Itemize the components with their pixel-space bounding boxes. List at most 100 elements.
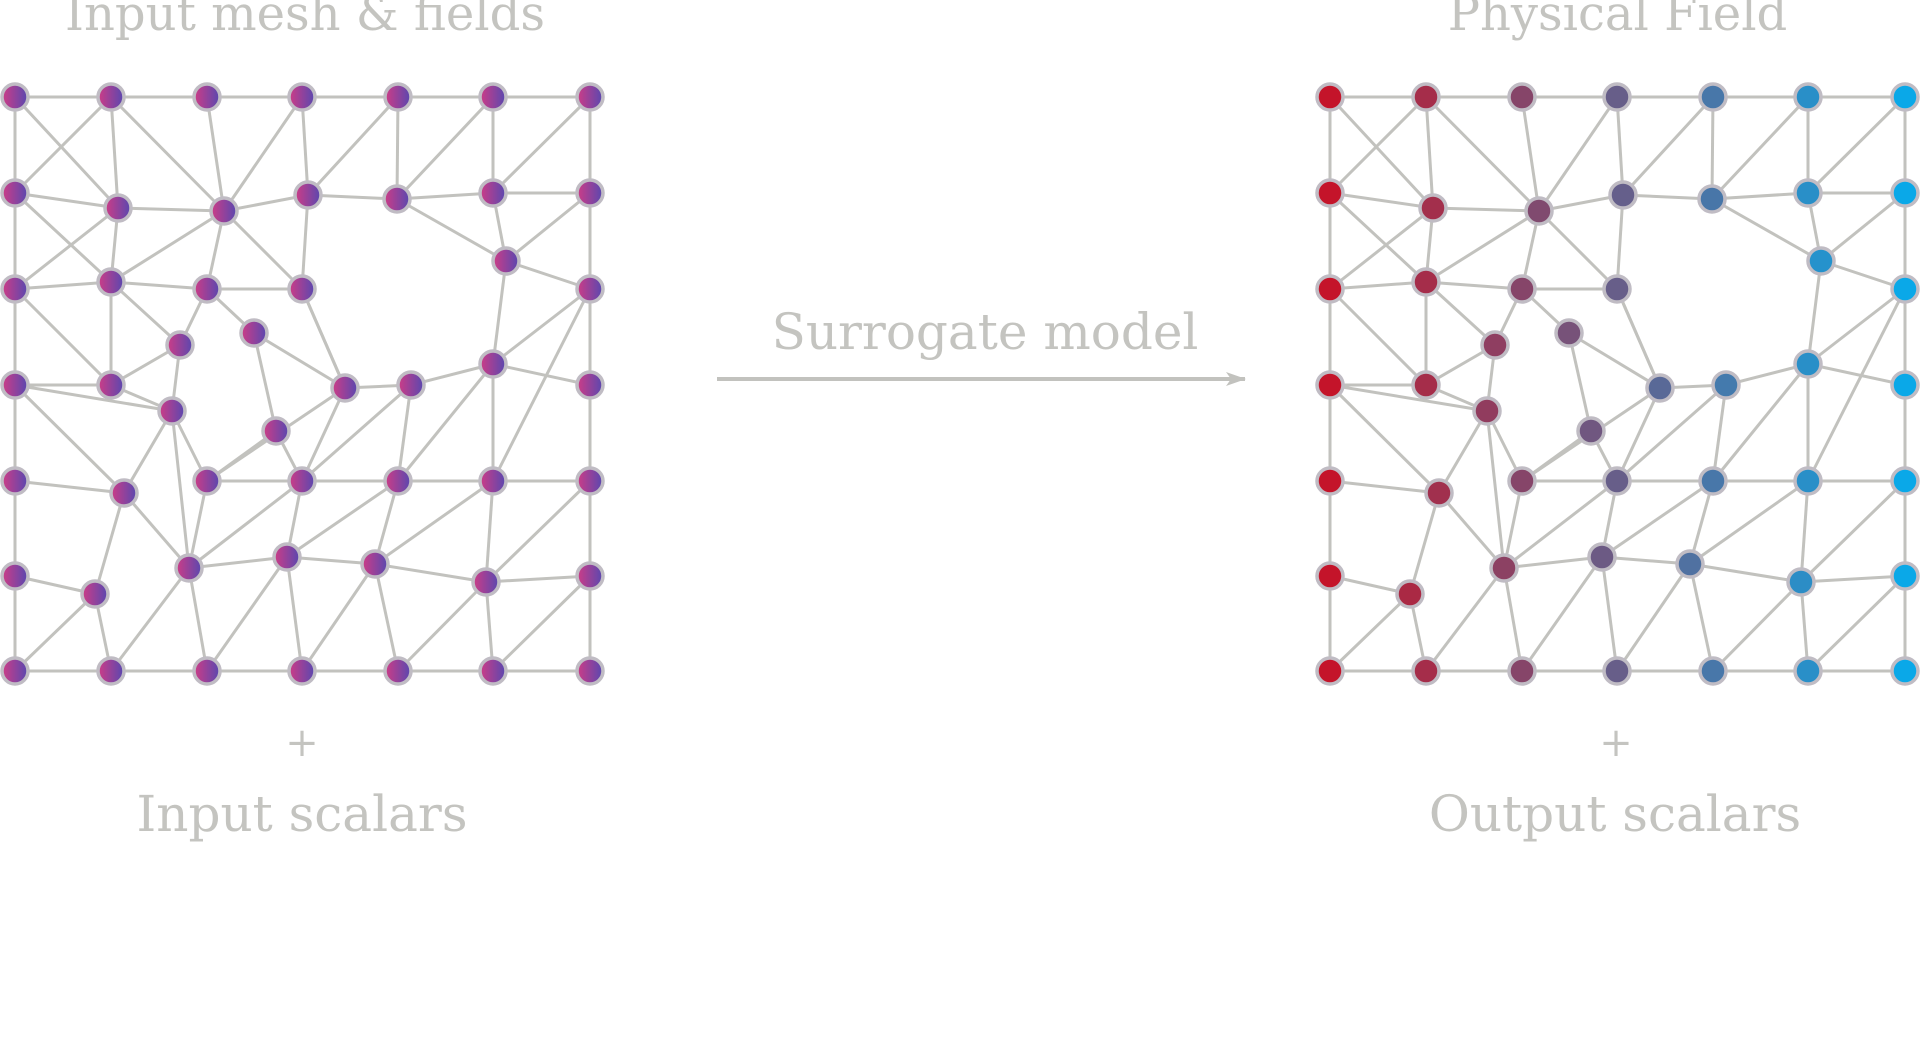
mesh-edge — [14, 383, 173, 413]
mesh-edge — [300, 96, 310, 196]
mesh-edge — [1601, 479, 1714, 559]
mesh-edge — [1615, 387, 1662, 482]
mesh-edge — [484, 581, 495, 672]
mesh-edge — [109, 96, 120, 209]
mesh-node — [1554, 318, 1584, 348]
mesh-edge — [13, 191, 113, 284]
mesh-edge — [1806, 260, 1823, 365]
mesh-node — [478, 178, 508, 208]
mesh-node — [1698, 656, 1728, 686]
mesh-edge — [484, 480, 495, 583]
mesh-node — [0, 466, 30, 496]
mesh-node — [575, 370, 605, 400]
mesh-node — [382, 184, 412, 214]
mesh-node — [1315, 274, 1345, 304]
mesh-node — [1698, 466, 1728, 496]
mesh-node — [0, 370, 30, 400]
mesh-edge — [1328, 191, 1428, 284]
mesh-node — [383, 466, 413, 496]
mesh-node — [1507, 656, 1537, 686]
mesh-edge — [1520, 96, 1541, 212]
mesh-edge — [1537, 209, 1619, 291]
mesh-node — [478, 656, 508, 686]
mesh-edge — [1710, 95, 1810, 201]
mesh-edge — [300, 194, 310, 290]
mesh-node — [1411, 82, 1441, 112]
mesh-node — [1890, 274, 1920, 304]
mesh-edge — [1568, 331, 1661, 390]
mesh-node — [1524, 196, 1554, 226]
mesh-edge — [253, 331, 346, 390]
mesh-edge — [374, 562, 487, 584]
mesh-edge — [395, 96, 400, 200]
mesh-node — [261, 416, 291, 446]
mesh-node — [1411, 267, 1441, 297]
mesh-edge — [396, 580, 488, 673]
mesh-edge — [14, 280, 112, 291]
mesh-edge — [1425, 280, 1523, 291]
mesh-node — [1507, 82, 1537, 112]
mesh-edge — [1807, 362, 1906, 387]
mesh-node — [1489, 553, 1519, 583]
mesh-edge — [1329, 280, 1427, 291]
output-plus-sign: + — [1599, 720, 1633, 766]
mesh-edge — [1800, 574, 1906, 584]
mesh-edge — [188, 479, 303, 570]
mesh-node — [1793, 82, 1823, 112]
mesh-node — [103, 193, 133, 223]
mesh-edge — [1820, 191, 1906, 263]
mesh-node — [1587, 542, 1617, 572]
mesh-edge — [1689, 479, 1809, 566]
mesh-node — [192, 656, 222, 686]
mesh-edge — [1799, 480, 1810, 583]
mesh-edge — [1688, 563, 1715, 672]
mesh-node — [1418, 193, 1448, 223]
mesh-node — [287, 656, 317, 686]
mesh-edge — [205, 96, 226, 212]
mesh-node — [1315, 466, 1345, 496]
mesh-node — [0, 274, 30, 304]
mesh-edge — [1807, 287, 1906, 366]
mesh-edge — [13, 95, 113, 195]
mesh-node — [0, 178, 30, 208]
mesh-node — [383, 656, 413, 686]
mesh-node — [192, 466, 222, 496]
mesh-edge — [13, 287, 113, 387]
mesh-edge — [1711, 191, 1809, 201]
mesh-edge — [1799, 581, 1810, 672]
mesh-edge — [491, 574, 592, 673]
mesh-node — [1480, 330, 1510, 360]
mesh-node — [1602, 466, 1632, 496]
mesh-edge — [373, 563, 400, 672]
mesh-edge — [1520, 556, 1604, 672]
mesh-edge — [1806, 574, 1907, 673]
physical-field-title: Physical Field — [1447, 0, 1788, 42]
mesh-edge — [188, 555, 288, 570]
mesh-edge — [1503, 479, 1618, 570]
mesh-edge — [1621, 95, 1715, 197]
mesh-edge — [1615, 563, 1692, 672]
mesh-edge — [1425, 209, 1540, 284]
mesh-edge — [1424, 96, 1435, 209]
mesh-edge — [300, 288, 347, 389]
mesh-edge — [14, 191, 119, 210]
mesh-edge — [396, 363, 495, 482]
mesh-node — [96, 370, 126, 400]
mesh-edge — [122, 492, 191, 569]
mesh-edge — [1502, 480, 1524, 569]
mesh-node — [1472, 396, 1502, 426]
mesh-node — [96, 267, 126, 297]
mesh-node — [0, 656, 30, 686]
mesh-edge — [300, 387, 347, 482]
mesh-edge — [93, 492, 126, 595]
mesh-node — [1395, 579, 1425, 609]
mesh-edge — [117, 206, 225, 213]
mesh-node — [1602, 656, 1632, 686]
mesh-node — [1608, 180, 1638, 210]
mesh-edge — [1503, 555, 1603, 570]
mesh-node — [1890, 466, 1920, 496]
mesh-edge — [110, 209, 225, 284]
mesh-edge — [484, 479, 592, 584]
mesh-edge — [1616, 383, 1727, 483]
mesh-node — [1602, 274, 1632, 304]
